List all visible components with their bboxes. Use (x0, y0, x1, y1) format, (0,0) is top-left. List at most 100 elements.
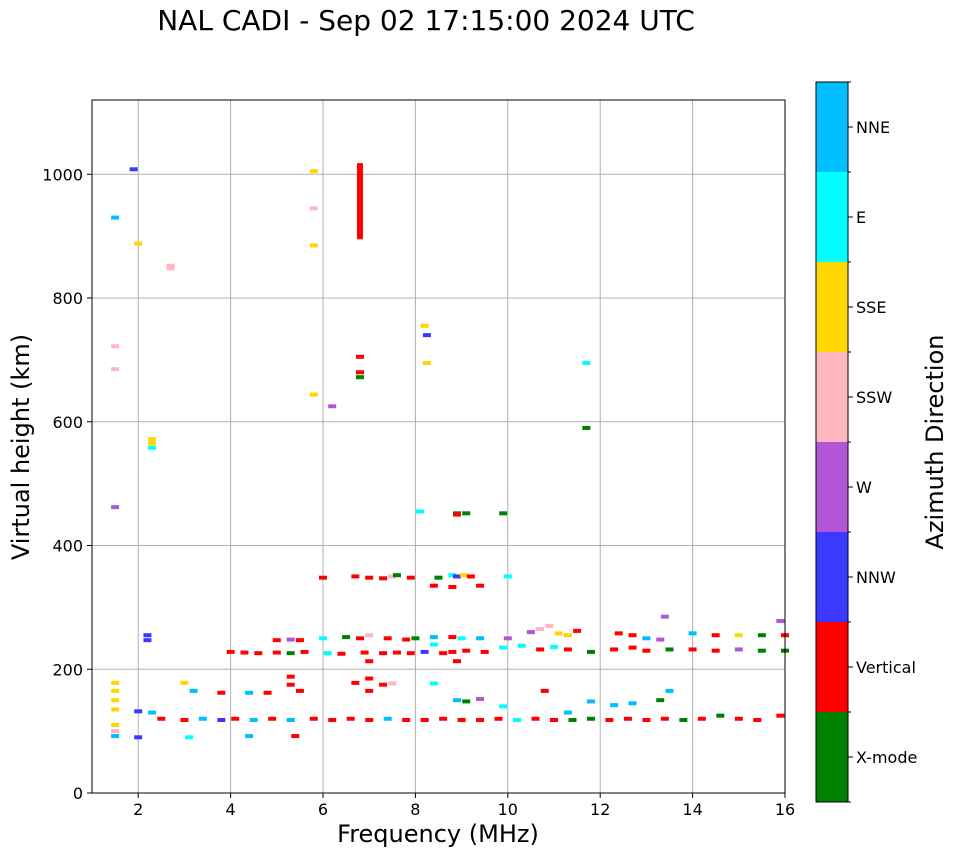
data-point (111, 367, 120, 372)
data-point (355, 636, 364, 641)
colorbar-segment (816, 172, 848, 262)
data-point (660, 614, 669, 619)
data-point (355, 375, 364, 380)
data-point (660, 716, 669, 721)
y-tick-label: 0 (73, 784, 83, 803)
data-point (420, 323, 429, 328)
data-point (286, 717, 295, 722)
data-point (111, 344, 120, 349)
data-point (286, 674, 295, 679)
data-point (422, 333, 431, 338)
data-point (272, 638, 281, 643)
data-point (642, 636, 651, 641)
colorbar-label-nnw: NNW (856, 568, 896, 587)
data-point (309, 392, 318, 397)
data-point (111, 505, 120, 510)
data-point (420, 649, 429, 654)
colorbar-label: Azimuth Direction (921, 335, 949, 550)
data-point (355, 354, 364, 359)
data-point (217, 717, 226, 722)
data-point (360, 650, 369, 655)
data-point (499, 511, 508, 516)
data-point (462, 699, 471, 704)
data-point (365, 633, 374, 638)
data-point (734, 647, 743, 652)
data-point (245, 734, 254, 739)
y-tick-label: 600 (52, 413, 83, 432)
data-point (319, 636, 327, 641)
y-tick-label: 800 (52, 289, 83, 308)
data-point (480, 649, 489, 654)
data-point (452, 512, 461, 517)
data-point (351, 574, 360, 579)
data-point (688, 647, 697, 652)
data-point (402, 637, 411, 642)
data-marks (111, 163, 789, 740)
x-tick-label: 6 (318, 800, 328, 819)
data-point (383, 636, 392, 641)
colorbar-label-ssw: SSW (856, 388, 892, 407)
data-point (111, 722, 120, 727)
data-point (563, 647, 572, 652)
data-point (189, 688, 198, 693)
data-point (457, 636, 466, 641)
data-point (628, 645, 637, 650)
data-point (429, 635, 438, 640)
data-point (111, 734, 120, 739)
data-point (434, 575, 443, 580)
data-point (656, 698, 665, 703)
data-point (586, 649, 595, 654)
data-point (406, 575, 415, 580)
data-point (776, 713, 785, 718)
data-point (254, 651, 263, 656)
data-point (605, 717, 614, 722)
data-point (462, 511, 471, 516)
colorbar-segment (816, 442, 848, 532)
data-point (466, 574, 475, 579)
x-tick-label: 2 (133, 800, 143, 819)
data-point (134, 735, 143, 740)
data-point (148, 441, 157, 446)
data-point (550, 644, 558, 649)
colorbar-label-sse: SSE (856, 298, 886, 317)
data-point (563, 633, 572, 638)
data-point (573, 628, 582, 633)
data-point (319, 575, 327, 580)
data-point (476, 717, 485, 722)
data-point (429, 583, 438, 588)
x-tick-label: 4 (226, 800, 236, 819)
data-point (379, 576, 388, 581)
data-point (166, 263, 175, 268)
colorbar-segment (816, 82, 848, 172)
data-point (337, 651, 346, 656)
data-point (295, 638, 304, 643)
data-point (365, 575, 374, 580)
data-point (346, 716, 355, 721)
x-axis-label: Frequency (MHz) (337, 820, 539, 848)
data-point (716, 713, 725, 718)
data-point (540, 688, 549, 693)
data-point (328, 717, 337, 722)
colorbar-segment (816, 622, 848, 712)
data-point (392, 573, 401, 578)
data-point (148, 437, 157, 442)
data-point (545, 623, 554, 628)
data-point (439, 651, 448, 656)
data-point (240, 650, 249, 655)
data-point (355, 370, 364, 375)
data-point (757, 633, 766, 638)
data-point (295, 688, 304, 693)
data-point (734, 633, 743, 638)
data-point (582, 425, 591, 430)
colorbar-segment (816, 352, 848, 442)
x-tick-label: 12 (590, 800, 610, 819)
data-point (462, 648, 471, 653)
data-point (439, 716, 448, 721)
data-point (143, 633, 152, 638)
data-point (392, 650, 401, 655)
data-point (249, 717, 258, 722)
data-point (448, 573, 457, 578)
data-point (111, 215, 120, 220)
colorbar: X-mode Vertical NNW W SSW SSE E NNE (815, 81, 917, 803)
data-point (268, 716, 277, 721)
